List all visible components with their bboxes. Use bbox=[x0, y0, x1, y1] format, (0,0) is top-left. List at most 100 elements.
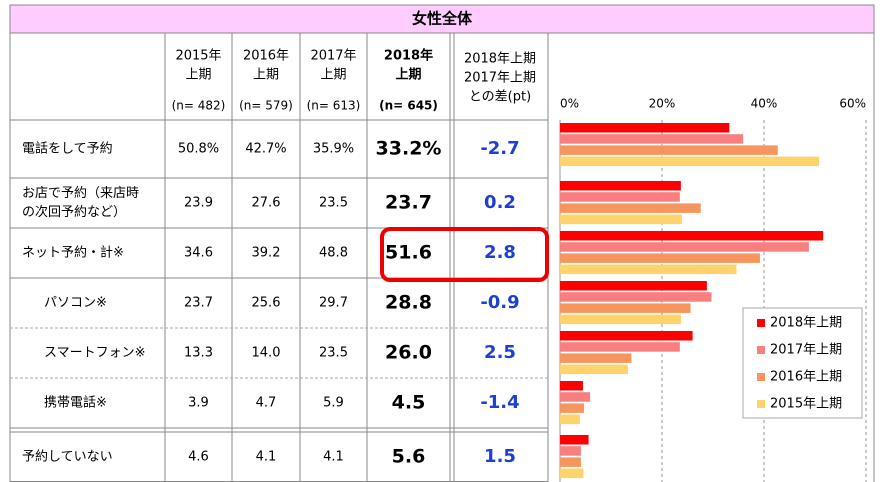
diff-header: 2018年上期 bbox=[464, 52, 536, 67]
legend-swatch bbox=[757, 319, 765, 327]
diff-value: -1.4 bbox=[480, 392, 519, 413]
row-label: ネット予約・計※ bbox=[22, 245, 124, 261]
row-label: パソコン※ bbox=[44, 296, 107, 311]
bar bbox=[560, 231, 824, 241]
bar bbox=[560, 314, 681, 325]
diff-value: 0.2 bbox=[484, 192, 516, 213]
bar bbox=[560, 214, 682, 225]
column-header: 2016年 bbox=[243, 49, 289, 64]
cell-value: 3.9 bbox=[188, 396, 209, 411]
cell-value: 4.7 bbox=[256, 396, 277, 411]
bar bbox=[560, 281, 707, 291]
column-n: (n= 613) bbox=[307, 99, 361, 113]
bar bbox=[560, 414, 580, 425]
bar bbox=[560, 292, 712, 302]
x-tick-label: 0% bbox=[560, 97, 579, 111]
column-header: 上期 bbox=[395, 68, 421, 83]
cell-value: 23.7 bbox=[184, 296, 213, 311]
cell-value: 5.9 bbox=[323, 396, 344, 411]
cell-value: 13.3 bbox=[184, 346, 213, 361]
cell-value: 35.9% bbox=[313, 142, 354, 157]
x-tick-label: 40% bbox=[751, 97, 778, 111]
diff-value: -2.7 bbox=[480, 138, 519, 159]
cell-value: 28.8 bbox=[385, 292, 432, 314]
legend-label: 2018年上期 bbox=[770, 316, 842, 331]
cell-value: 34.6 bbox=[184, 246, 213, 261]
title-bar bbox=[9, 4, 875, 34]
bar bbox=[560, 353, 632, 363]
title: 女性全体 bbox=[412, 10, 473, 28]
bar bbox=[560, 123, 730, 133]
column-header: 2017年 bbox=[310, 49, 356, 64]
column-n: (n= 645) bbox=[379, 99, 438, 113]
bar bbox=[560, 468, 584, 479]
bar bbox=[560, 381, 583, 391]
cell-value: 4.6 bbox=[188, 450, 209, 465]
bar bbox=[560, 331, 693, 341]
bar bbox=[560, 156, 820, 167]
cell-value: 26.0 bbox=[385, 342, 432, 364]
bar bbox=[560, 435, 589, 445]
cell-value: 4.5 bbox=[392, 392, 426, 414]
column-header: 2018年 bbox=[384, 48, 433, 64]
diff-value: 1.5 bbox=[484, 446, 516, 467]
cell-value: 23.9 bbox=[184, 196, 213, 211]
cell-value: 4.1 bbox=[323, 450, 344, 465]
legend-label: 2015年上期 bbox=[770, 397, 842, 412]
bar bbox=[560, 145, 778, 155]
cell-value: 39.2 bbox=[252, 246, 281, 261]
x-tick-label: 60% bbox=[839, 97, 866, 111]
cell-value: 23.5 bbox=[319, 346, 348, 361]
bar bbox=[560, 264, 737, 275]
bar bbox=[560, 342, 680, 352]
row-label: 電話をして予約 bbox=[22, 141, 113, 157]
cell-value: 23.7 bbox=[385, 192, 432, 214]
bar bbox=[560, 181, 681, 191]
diff-header: との差(pt) bbox=[469, 90, 531, 105]
row-label: お店で予約（来店時 bbox=[22, 186, 139, 201]
column-header: 上期 bbox=[320, 68, 346, 83]
row-label: スマートフォン※ bbox=[44, 346, 146, 361]
bar bbox=[560, 403, 584, 413]
cell-value: 42.7% bbox=[245, 142, 286, 157]
bar bbox=[560, 364, 628, 375]
legend-swatch bbox=[757, 400, 765, 408]
bar bbox=[560, 203, 701, 213]
x-tick-label: 20% bbox=[649, 97, 676, 111]
column-header: 上期 bbox=[185, 68, 211, 83]
cell-value: 4.1 bbox=[256, 450, 277, 465]
row-label: 予約していない bbox=[22, 450, 113, 465]
diff-value: -0.9 bbox=[480, 292, 519, 313]
row-label: 携帯電話※ bbox=[44, 395, 107, 411]
bar bbox=[560, 457, 581, 467]
bar bbox=[560, 134, 744, 144]
legend-label: 2017年上期 bbox=[770, 343, 842, 358]
bar bbox=[560, 242, 809, 252]
diff-value: 2.5 bbox=[484, 342, 516, 363]
bar bbox=[560, 192, 680, 202]
diff-header: 2017年上期 bbox=[464, 71, 536, 86]
legend-label: 2016年上期 bbox=[770, 370, 842, 385]
column-header: 上期 bbox=[253, 68, 279, 83]
cell-value: 27.6 bbox=[252, 196, 281, 211]
bar bbox=[560, 392, 591, 402]
row-label: の次回予約など） bbox=[22, 204, 126, 220]
cell-value: 14.0 bbox=[252, 346, 281, 361]
column-header: 2015年 bbox=[175, 49, 221, 64]
bar bbox=[560, 253, 760, 263]
legend-swatch bbox=[757, 346, 765, 354]
column-n: (n= 482) bbox=[172, 99, 226, 113]
bar bbox=[560, 303, 691, 313]
cell-value: 5.6 bbox=[392, 446, 426, 468]
highlight bbox=[380, 227, 549, 282]
bar bbox=[560, 446, 581, 456]
legend-swatch bbox=[757, 373, 765, 381]
cell-value: 25.6 bbox=[252, 296, 281, 311]
cell-value: 48.8 bbox=[319, 246, 348, 261]
cell-value: 23.5 bbox=[319, 196, 348, 211]
cell-value: 50.8% bbox=[178, 142, 219, 157]
cell-value: 29.7 bbox=[319, 296, 348, 311]
column-n: (n= 579) bbox=[239, 99, 293, 113]
cell-value: 33.2% bbox=[376, 138, 442, 160]
